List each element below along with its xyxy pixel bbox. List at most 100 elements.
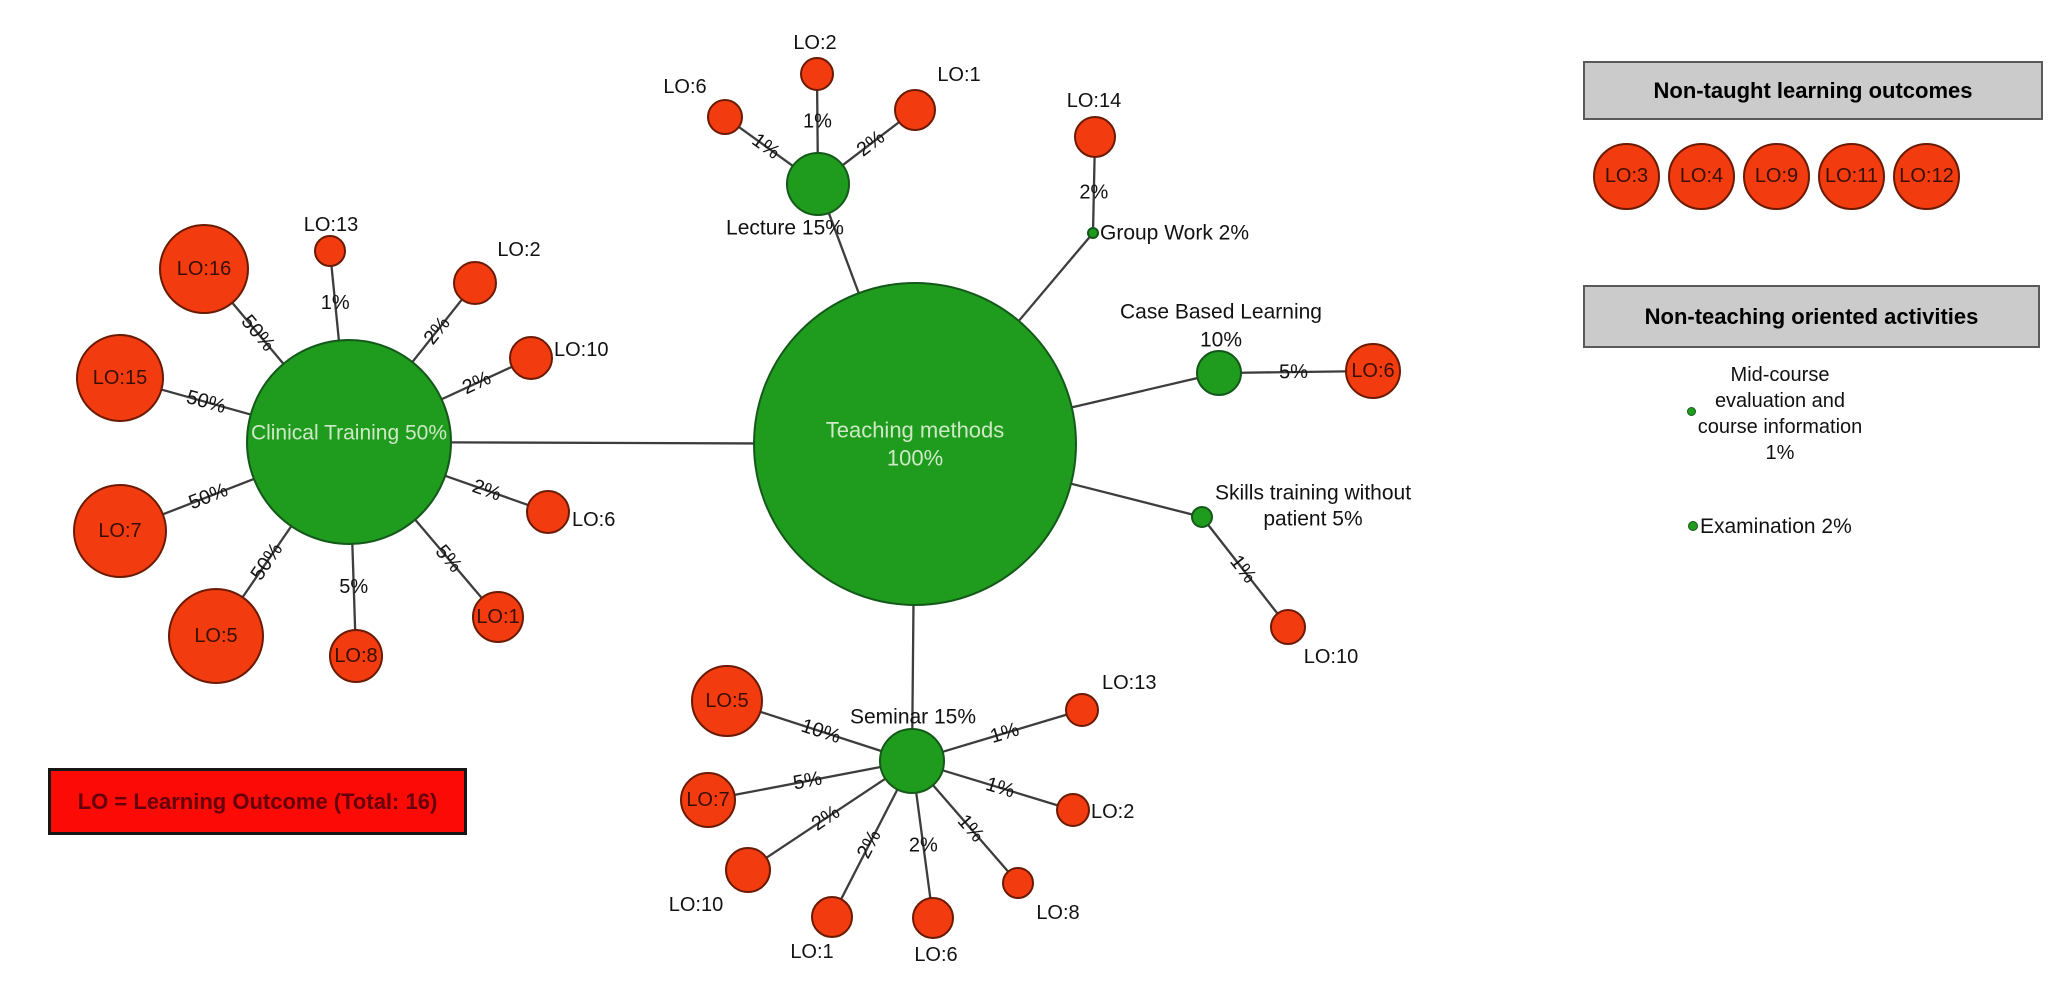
node-label-skills: patient 5% — [1263, 508, 1362, 531]
node-label-cl_lo6: LO:6 — [572, 509, 615, 531]
node-label-groupwork: Group Work 2% — [1100, 222, 1249, 245]
node-label-cl_lo15: LO:15 — [93, 367, 147, 389]
node-cl_lo7 — [73, 484, 167, 578]
node-label-sem_lo8: LO:8 — [1036, 902, 1079, 924]
node-label-sem_lo6: LO:6 — [914, 944, 957, 966]
edge-label-seminar-sem_lo6: 2% — [909, 834, 938, 856]
legend-box: LO = Learning Outcome (Total: 16) — [48, 768, 467, 835]
node-clinical — [246, 339, 452, 545]
node-cl_lo13 — [314, 235, 346, 267]
node-label-teaching: 100% — [887, 446, 943, 471]
node-cl_lo15 — [76, 334, 164, 422]
node-label-skills: Skills training without — [1215, 482, 1411, 505]
edge-seminar-sem_lo6 — [915, 792, 932, 899]
node-cbl_lo6 — [1345, 343, 1401, 399]
edge-label-seminar-sem_lo1: 2% — [853, 826, 886, 862]
node-label-cl_lo13: LO:13 — [304, 214, 358, 236]
node-cl_lo1 — [472, 591, 524, 643]
node-sem_lo8 — [1002, 867, 1034, 899]
node-cl_lo2 — [453, 261, 497, 305]
edge-seminar-sem_lo2 — [942, 769, 1059, 807]
node-label-lecture: Lecture 15% — [726, 217, 844, 240]
node-label-lo14: LO:14 — [1067, 90, 1121, 112]
node-label-cl_lo10: LO:10 — [554, 339, 608, 361]
node-label-lec_lo1: LO:1 — [937, 64, 980, 86]
non-taught-title: Non-taught learning outcomes — [1653, 77, 1973, 103]
edge-label-groupwork-lo14: 2% — [1079, 181, 1108, 203]
node-skills — [1191, 506, 1213, 528]
node-sem_lo13 — [1065, 693, 1099, 727]
edge-clinical-cl_lo2 — [411, 298, 463, 363]
mid-course-label: Mid-course evaluation and course informa… — [1680, 362, 1880, 466]
node-sem_lo5 — [691, 665, 763, 737]
edge-label-seminar-sem_lo13: 1% — [988, 718, 1022, 747]
node-label-cl_lo2: LO:2 — [497, 239, 540, 261]
mid-course-line: evaluation and — [1714, 390, 1846, 412]
non-taught-lo-circle: LO:9 — [1743, 143, 1810, 210]
edge-label-clinical-cl_lo13: 1% — [321, 292, 350, 314]
node-cl_lo16 — [159, 224, 249, 314]
edge-clinical-cl_lo6 — [444, 474, 529, 507]
node-seminar — [879, 728, 945, 794]
edge-label-clinical-cl_lo8: 5% — [339, 576, 368, 598]
node-groupwork — [1087, 227, 1099, 239]
edge-label-clinical-cl_lo5: 50% — [247, 539, 288, 585]
edge-clinical-cl_lo8 — [351, 543, 357, 631]
edge-label-clinical-cl_lo6: 2% — [469, 475, 504, 505]
edge-label-clinical-cl_lo7: 50% — [186, 479, 231, 514]
node-sem_lo1 — [811, 896, 853, 938]
non-taught-header-box: Non-taught learning outcomes — [1583, 61, 2043, 120]
node-lec_lo6 — [707, 99, 743, 135]
non-taught-lo-circle: LO:11 — [1818, 143, 1885, 210]
edge-seminar-sem_lo7 — [734, 765, 881, 797]
edge-label-cbl-cbl_lo6: 5% — [1279, 361, 1308, 383]
node-label-sem_lo2: LO:2 — [1091, 801, 1134, 823]
edge-seminar-sem_lo8 — [932, 784, 1010, 873]
node-label-sem_lo1: LO:1 — [790, 941, 833, 963]
node-cl_lo5 — [168, 588, 264, 684]
node-label-cbl: Case Based Learning — [1120, 301, 1322, 324]
edge-teaching-seminar — [911, 604, 915, 730]
node-label-sem_lo13: LO:13 — [1102, 672, 1156, 694]
node-label-teaching: Teaching methods — [826, 418, 1005, 443]
node-label-clinical: Clinical Training 50% — [251, 422, 447, 445]
edge-seminar-sem_lo5 — [759, 710, 882, 753]
mid-course-line: Mid-course — [1730, 364, 1830, 386]
node-label-lec_lo6: LO:6 — [663, 76, 706, 98]
edge-label-clinical-cl_lo2: 2% — [420, 312, 455, 348]
edge-clinical-cl_lo15 — [161, 388, 252, 416]
node-cl_lo8 — [329, 629, 383, 683]
node-sem_lo2 — [1056, 793, 1090, 827]
edge-label-lecture-lec_lo6: 1% — [748, 129, 784, 164]
examination-dot — [1688, 521, 1698, 531]
edge-label-seminar-sem_lo7: 5% — [791, 767, 824, 794]
node-label-cl_lo16: LO:16 — [177, 258, 231, 280]
edge-clinical-cl_lo16 — [231, 301, 285, 365]
edge-teaching-clinical — [450, 441, 755, 445]
edge-clinical-cl_lo7 — [162, 477, 255, 516]
edge-teaching-skills — [1070, 482, 1193, 516]
node-label-cbl: 10% — [1200, 329, 1242, 352]
non-teaching-title: Non-teaching oriented activities — [1644, 303, 1979, 329]
node-teaching — [753, 282, 1077, 606]
node-cl_lo6 — [526, 490, 570, 534]
non-taught-lo-circle: LO:3 — [1593, 143, 1660, 210]
edge-label-clinical-cl_lo15: 50% — [184, 386, 229, 418]
node-lecture — [786, 152, 850, 216]
edge-skills-sk_lo10 — [1207, 524, 1279, 615]
node-cl_lo10 — [509, 336, 553, 380]
node-label-sk_lo10: LO:10 — [1304, 646, 1358, 668]
node-label-seminar: Seminar 15% — [850, 706, 976, 729]
edge-label-lecture-lec_lo1: 2% — [853, 126, 889, 161]
node-label-lec_lo2: LO:2 — [793, 32, 836, 54]
edge-seminar-sem_lo1 — [840, 788, 899, 900]
mid-course-line: 1% — [1765, 442, 1795, 464]
node-sem_lo6 — [912, 897, 954, 939]
legend-text: LO = Learning Outcome (Total: 16) — [77, 788, 438, 814]
node-cbl — [1196, 350, 1242, 396]
non-teaching-header-box: Non-teaching oriented activities — [1583, 285, 2040, 348]
mid-course-dot — [1687, 407, 1696, 416]
edge-label-seminar-sem_lo5: 10% — [798, 715, 843, 748]
edge-lecture-lec_lo1 — [841, 121, 900, 167]
